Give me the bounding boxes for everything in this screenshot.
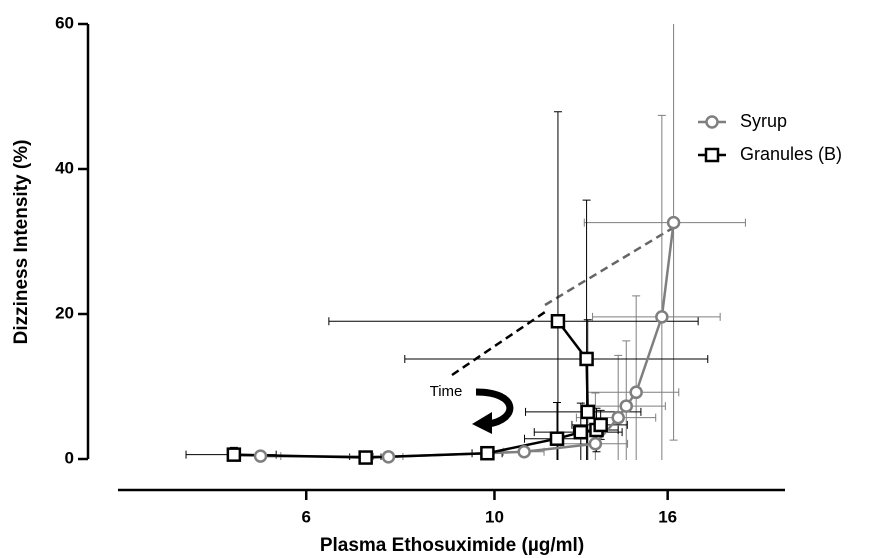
point <box>253 449 268 463</box>
y-tick-label: 0 <box>65 448 74 467</box>
point <box>550 314 566 329</box>
series-line <box>233 320 603 459</box>
time-guide <box>451 308 549 377</box>
point <box>593 417 608 433</box>
markers <box>226 215 681 465</box>
point <box>611 410 625 425</box>
time-arrowhead <box>472 412 492 434</box>
point <box>655 310 669 324</box>
point <box>666 215 681 230</box>
x-axis-title: Plasma Ethosuximide (µg/ml) <box>320 535 584 556</box>
time-arrow <box>475 388 514 428</box>
error-bars <box>185 24 746 460</box>
y-tick-label: 60 <box>55 13 74 32</box>
time-guide <box>544 224 677 307</box>
point <box>619 399 634 413</box>
x-tick-label: 10 <box>485 507 504 526</box>
series-line <box>260 222 675 459</box>
legend-label: Granules (B) <box>740 144 842 164</box>
point <box>580 404 595 420</box>
point <box>226 447 242 462</box>
x-error-bar <box>583 218 746 227</box>
annotation: Time <box>430 383 463 400</box>
point <box>358 450 373 465</box>
y-axis-title: Dizziness Intensity (%) <box>11 140 32 345</box>
legend-label: Syrup <box>740 111 787 131</box>
point <box>573 424 589 440</box>
point <box>517 445 531 459</box>
x-tick-label: 16 <box>658 507 677 526</box>
point <box>629 385 643 400</box>
point <box>579 351 594 367</box>
y-tick-label: 20 <box>55 303 74 322</box>
x-error-bar <box>328 317 699 326</box>
legend-marker <box>704 147 720 163</box>
point <box>480 445 495 461</box>
point <box>588 437 603 451</box>
point <box>381 450 396 464</box>
legend-marker <box>705 115 719 129</box>
y-tick-label: 40 <box>55 158 74 177</box>
x-error-bar <box>404 354 709 363</box>
x-tick-label: 6 <box>301 507 310 526</box>
point <box>549 431 565 446</box>
